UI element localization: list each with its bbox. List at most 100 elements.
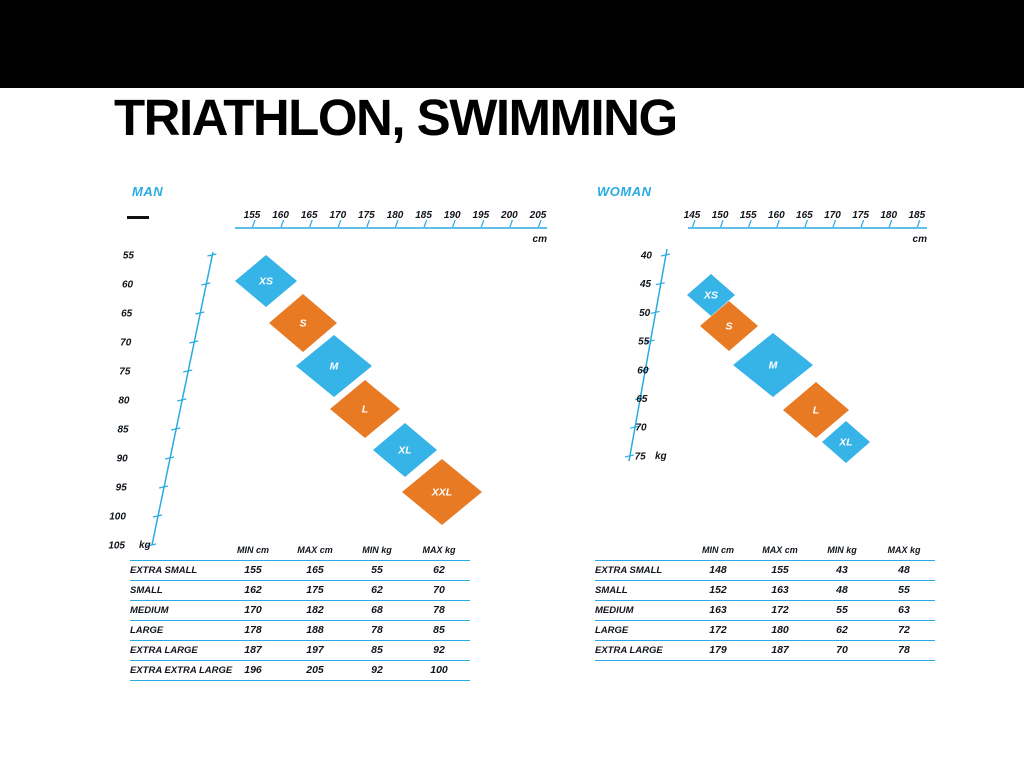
size-value: 152: [687, 580, 749, 601]
x-tick-label: 205: [529, 210, 547, 221]
col-header: MAX cm: [749, 540, 811, 561]
size-diamond-xl: XL: [822, 421, 870, 463]
y-axis-line: [628, 248, 668, 462]
size-name: MEDIUM: [130, 600, 222, 621]
x-tick-label: 155: [244, 210, 261, 221]
diamond-label: M: [769, 360, 778, 372]
diamond-shape: [296, 335, 372, 397]
size-value: 163: [687, 600, 749, 621]
y-tick-label: 60: [122, 280, 134, 291]
man-underline-dash: [127, 216, 149, 219]
size-value: 182: [284, 600, 346, 621]
size-diamond-xl: XL: [373, 423, 437, 477]
size-value: 55: [811, 600, 873, 621]
size-value: 162: [222, 580, 284, 601]
diamond-shape: [235, 255, 297, 307]
size-value: 70: [811, 640, 873, 661]
y-tick-mark: [201, 282, 211, 286]
size-value: 92: [346, 660, 408, 681]
x-tick-label: 155: [740, 210, 757, 221]
table-row: SMALL 162 175 62 70: [130, 580, 470, 601]
size-value: 172: [687, 620, 749, 641]
x-tick-label: 165: [301, 210, 318, 221]
y-tick-label: 50: [639, 308, 651, 319]
table-row: LARGE 172 180 62 72: [595, 620, 935, 641]
section-label-man: MAN: [132, 184, 164, 199]
y-tick-label: 105: [108, 541, 125, 552]
table-row: SMALL 152 163 48 55: [595, 580, 935, 601]
size-name: MEDIUM: [595, 600, 687, 621]
size-diamond-xs: XS: [235, 255, 297, 307]
size-value: 165: [284, 560, 346, 581]
x-tick-mark: [804, 219, 808, 228]
size-value: 62: [811, 620, 873, 641]
x-tick-label: 175: [358, 210, 375, 221]
diamond-shape: [269, 294, 337, 352]
size-value: 187: [222, 640, 284, 661]
x-tick-mark: [452, 219, 456, 228]
x-tick-label: 185: [415, 210, 432, 221]
y-tick-label: 90: [117, 454, 129, 465]
x-tick-label: 165: [796, 210, 813, 221]
diamond-shape: [700, 301, 758, 351]
y-tick-mark: [189, 340, 199, 344]
diamond-shape: [822, 421, 870, 463]
diamond-label: L: [813, 405, 819, 417]
x-tick-label: 175: [852, 210, 869, 221]
size-value: 188: [284, 620, 346, 641]
y-tick-label: 100: [109, 512, 126, 523]
y-tick-mark: [635, 396, 645, 401]
x-tick-label: 160: [272, 210, 289, 221]
size-value: 187: [749, 640, 811, 661]
diamond-shape: [330, 380, 400, 438]
y-tick-mark: [624, 454, 635, 458]
x-tick-mark: [337, 219, 342, 228]
size-value: 155: [222, 560, 284, 581]
table-row: EXTRA LARGE 179 187 70 78: [595, 640, 935, 661]
y-tick-label: 75: [119, 367, 131, 378]
y-tick-mark: [660, 253, 671, 257]
y-tick-label: 70: [120, 338, 132, 349]
table-row: EXTRA EXTRA LARGE 196 205 92 100: [130, 660, 470, 681]
size-diamond-l: L: [330, 380, 400, 438]
diamond-shape: [373, 423, 437, 477]
y-tick-mark: [645, 339, 655, 343]
corner-cell: [130, 540, 222, 561]
size-value: 196: [222, 660, 284, 681]
size-value: 170: [222, 600, 284, 621]
size-name: EXTRA LARGE: [130, 640, 222, 661]
x-tick-label: 145: [684, 210, 701, 221]
table-header-row: MIN cm MAX cm MIN kg MAX kg: [130, 540, 470, 561]
x-tick-mark: [394, 219, 399, 228]
x-tick-label: 170: [824, 210, 841, 221]
size-value: 172: [749, 600, 811, 621]
diamond-shape: [687, 274, 735, 316]
size-value: 55: [873, 580, 935, 601]
y-tick-label: 80: [118, 396, 130, 407]
col-header: MAX kg: [873, 540, 935, 561]
size-value: 72: [873, 620, 935, 641]
size-value: 148: [687, 560, 749, 581]
size-value: 163: [749, 580, 811, 601]
col-header: MAX kg: [408, 540, 470, 561]
col-header: MIN kg: [811, 540, 873, 561]
x-tick-mark: [366, 219, 370, 228]
diamond-label: XXL: [431, 487, 452, 499]
y-tick-mark: [158, 485, 169, 489]
diamond-label: XL: [397, 445, 411, 457]
y-tick-mark: [640, 368, 650, 372]
size-value: 155: [749, 560, 811, 581]
y-tick-label: 95: [116, 483, 128, 494]
x-tick-mark: [916, 219, 921, 228]
size-value: 43: [811, 560, 873, 581]
size-diamond-m: M: [296, 335, 372, 397]
size-value: 197: [284, 640, 346, 661]
size-diamond-m: M: [733, 333, 813, 397]
table-row: EXTRA LARGE 187 197 85 92: [130, 640, 470, 661]
y-tick-label: 75: [635, 451, 647, 462]
y-tick-mark: [152, 514, 163, 518]
y-tick-mark: [177, 398, 187, 402]
x-tick-mark: [748, 219, 752, 228]
diamond-label: S: [299, 318, 306, 330]
